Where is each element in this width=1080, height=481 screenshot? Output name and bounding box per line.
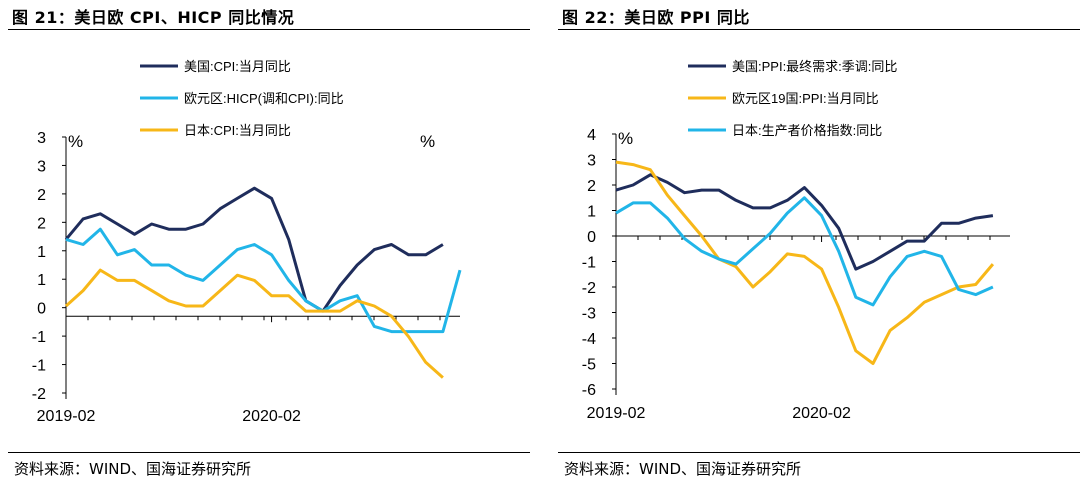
y-tick-label: 0	[587, 229, 596, 246]
y-tick-label: 4	[587, 127, 596, 144]
chart-panel-cpi: 图 21：美日欧 CPI、HICP 同比情况 美国:CPI:当月同比欧元区:HI…	[0, 0, 530, 481]
y-unit-label-right: %	[420, 132, 435, 151]
y-tick-label: -4	[582, 331, 596, 348]
y-tick-label: -2	[32, 386, 46, 403]
legend-label: 美国:CPI:当月同比	[184, 59, 291, 74]
title-divider	[8, 29, 530, 30]
chart-panel-ppi: 图 22：美日欧 PPI 同比 美国:PPI:最终需求:季调:同比 欧元区19国:…	[550, 0, 1080, 481]
series-line	[615, 160, 995, 365]
y-tick-label: -2	[582, 280, 596, 297]
y-tick-label: 3	[37, 130, 46, 147]
legend-label: 欧元区:HICP(调和CPI):同比	[184, 91, 344, 106]
y-tick-label: -5	[582, 357, 596, 374]
y-tick-label: 3	[587, 153, 596, 170]
y-tick-label: 0	[37, 301, 46, 318]
y-tick-label: 2	[587, 178, 596, 195]
source-divider	[8, 452, 530, 453]
y-unit-label: %	[68, 132, 83, 151]
series-line	[64, 186, 444, 313]
cpi-line-chart: 美国:CPI:当月同比欧元区:HICP(调和CPI):同比日本:CPI:当月同比…	[32, 59, 462, 425]
series-line	[64, 268, 444, 379]
y-tick-label: -1	[32, 329, 46, 346]
y-tick-label: 2	[37, 215, 46, 232]
series-line	[615, 196, 994, 307]
series-line	[65, 227, 462, 334]
y-tick-label: 3	[37, 158, 46, 175]
legend-label: 美国:PPI:最终需求:季调:同比	[732, 59, 897, 74]
y-tick-label: 1	[587, 204, 596, 221]
y-tick-label: -6	[582, 382, 596, 399]
y-tick-label: -1	[582, 255, 596, 272]
legend-label: 日本:生产者价格指数:同比	[732, 123, 882, 138]
series-line	[615, 173, 994, 271]
x-tick-label: 2020-02	[242, 408, 301, 425]
y-tick-label: 1	[37, 244, 46, 261]
legend-label: 日本:CPI:当月同比	[184, 123, 291, 138]
y-tick-label: -3	[582, 306, 596, 323]
source-divider	[558, 452, 1080, 453]
figure-title: 图 21：美日欧 CPI、HICP 同比情况	[12, 8, 295, 27]
x-tick-label: 2019-02	[587, 405, 646, 422]
figure-title: 图 22：美日欧 PPI 同比	[562, 8, 750, 27]
y-tick-label: 1	[37, 272, 46, 289]
y-unit-label: %	[618, 129, 633, 148]
x-tick-label: 2020-02	[792, 405, 851, 422]
source-note: 资料来源：WIND、国海证券研究所	[564, 460, 802, 478]
x-tick-label: 2019-02	[37, 408, 96, 425]
ppi-line-chart: 美国:PPI:最终需求:季调:同比欧元区19国:PPI:当月同比日本:生产者价格…	[582, 59, 1010, 422]
legend-label: 欧元区19国:PPI:当月同比	[732, 91, 879, 106]
title-divider	[558, 29, 1080, 30]
source-note: 资料来源：WIND、国海证券研究所	[14, 460, 252, 478]
y-tick-label: -1	[32, 358, 46, 375]
y-tick-label: 2	[37, 187, 46, 204]
